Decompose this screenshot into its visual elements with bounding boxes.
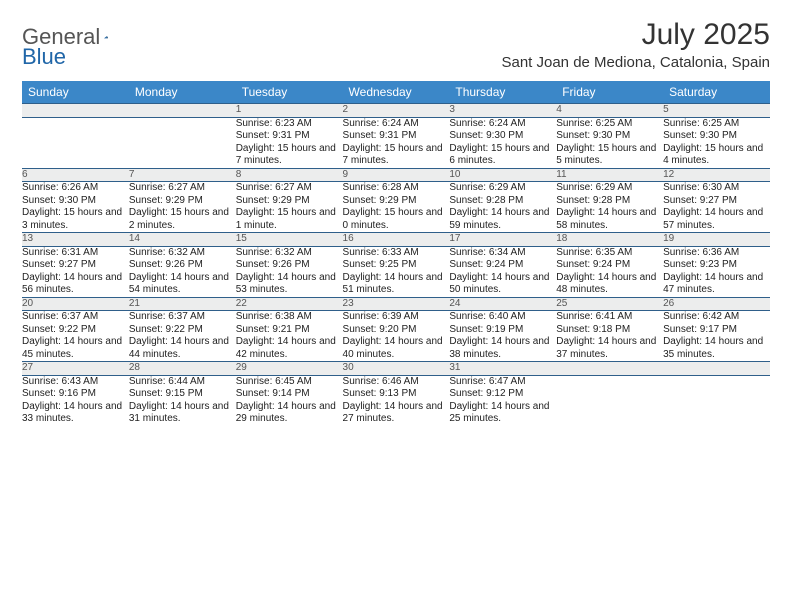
weekday-header: Saturday [663,81,770,104]
day-content-cell: Sunrise: 6:44 AMSunset: 9:15 PMDaylight:… [129,375,236,426]
header: General July 2025 Sant Joan de Mediona, … [22,18,770,71]
day-number-cell: 7 [129,168,236,182]
day-content-cell: Sunrise: 6:27 AMSunset: 9:29 PMDaylight:… [236,182,343,233]
day-content-cell: Sunrise: 6:43 AMSunset: 9:16 PMDaylight:… [22,375,129,426]
day-number-cell: 9 [343,168,450,182]
day-number-cell: 2 [343,104,450,118]
day-number-cell: 21 [129,297,236,311]
day-number-cell [556,362,663,376]
day-number-cell: 20 [22,297,129,311]
day-number-cell: 8 [236,168,343,182]
day-content-cell: Sunrise: 6:25 AMSunset: 9:30 PMDaylight:… [663,117,770,168]
day-content-cell: Sunrise: 6:31 AMSunset: 9:27 PMDaylight:… [22,246,129,297]
day-number-cell: 6 [22,168,129,182]
day-content-cell [556,375,663,426]
day-content-cell: Sunrise: 6:35 AMSunset: 9:24 PMDaylight:… [556,246,663,297]
day-number-cell [129,104,236,118]
title-block: July 2025 Sant Joan de Mediona, Cataloni… [501,18,770,71]
day-content-cell: Sunrise: 6:40 AMSunset: 9:19 PMDaylight:… [449,311,556,362]
day-number-cell: 30 [343,362,450,376]
day-number-cell: 16 [343,233,450,247]
day-content-cell: Sunrise: 6:27 AMSunset: 9:29 PMDaylight:… [129,182,236,233]
weekday-header: Monday [129,81,236,104]
day-content-cell: Sunrise: 6:33 AMSunset: 9:25 PMDaylight:… [343,246,450,297]
day-number-cell: 19 [663,233,770,247]
day-number-cell: 11 [556,168,663,182]
day-number-cell: 27 [22,362,129,376]
day-content-cell [663,375,770,426]
day-content-cell: Sunrise: 6:24 AMSunset: 9:31 PMDaylight:… [343,117,450,168]
day-content-cell: Sunrise: 6:45 AMSunset: 9:14 PMDaylight:… [236,375,343,426]
day-number-cell: 22 [236,297,343,311]
weekday-header: Thursday [449,81,556,104]
weekday-header-row: Sunday Monday Tuesday Wednesday Thursday… [22,81,770,104]
content-row: Sunrise: 6:37 AMSunset: 9:22 PMDaylight:… [22,311,770,362]
day-content-cell: Sunrise: 6:24 AMSunset: 9:30 PMDaylight:… [449,117,556,168]
logo-text-blue: Blue [22,44,66,69]
logo-triangle-icon [104,29,108,45]
daynum-row: 6789101112 [22,168,770,182]
weekday-header: Sunday [22,81,129,104]
day-content-cell [22,117,129,168]
day-content-cell: Sunrise: 6:37 AMSunset: 9:22 PMDaylight:… [129,311,236,362]
content-row: Sunrise: 6:43 AMSunset: 9:16 PMDaylight:… [22,375,770,426]
day-content-cell: Sunrise: 6:28 AMSunset: 9:29 PMDaylight:… [343,182,450,233]
location: Sant Joan de Mediona, Catalonia, Spain [501,54,770,71]
day-content-cell: Sunrise: 6:38 AMSunset: 9:21 PMDaylight:… [236,311,343,362]
day-number-cell: 3 [449,104,556,118]
day-content-cell: Sunrise: 6:34 AMSunset: 9:24 PMDaylight:… [449,246,556,297]
day-content-cell: Sunrise: 6:39 AMSunset: 9:20 PMDaylight:… [343,311,450,362]
day-content-cell: Sunrise: 6:30 AMSunset: 9:27 PMDaylight:… [663,182,770,233]
day-number-cell: 14 [129,233,236,247]
weekday-header: Wednesday [343,81,450,104]
day-content-cell: Sunrise: 6:46 AMSunset: 9:13 PMDaylight:… [343,375,450,426]
day-content-cell: Sunrise: 6:37 AMSunset: 9:22 PMDaylight:… [22,311,129,362]
content-row: Sunrise: 6:31 AMSunset: 9:27 PMDaylight:… [22,246,770,297]
day-number-cell: 12 [663,168,770,182]
weekday-header: Friday [556,81,663,104]
day-number-cell: 13 [22,233,129,247]
day-content-cell: Sunrise: 6:29 AMSunset: 9:28 PMDaylight:… [556,182,663,233]
day-content-cell: Sunrise: 6:47 AMSunset: 9:12 PMDaylight:… [449,375,556,426]
content-row: Sunrise: 6:26 AMSunset: 9:30 PMDaylight:… [22,182,770,233]
day-number-cell: 17 [449,233,556,247]
daynum-row: 20212223242526 [22,297,770,311]
daynum-row: 12345 [22,104,770,118]
content-row: Sunrise: 6:23 AMSunset: 9:31 PMDaylight:… [22,117,770,168]
day-content-cell: Sunrise: 6:25 AMSunset: 9:30 PMDaylight:… [556,117,663,168]
day-number-cell [663,362,770,376]
day-number-cell: 26 [663,297,770,311]
day-number-cell: 15 [236,233,343,247]
calendar-table: Sunday Monday Tuesday Wednesday Thursday… [22,81,770,426]
day-number-cell: 5 [663,104,770,118]
day-content-cell [129,117,236,168]
month-title: July 2025 [501,18,770,52]
day-content-cell: Sunrise: 6:36 AMSunset: 9:23 PMDaylight:… [663,246,770,297]
day-content-cell: Sunrise: 6:32 AMSunset: 9:26 PMDaylight:… [236,246,343,297]
day-number-cell: 1 [236,104,343,118]
daynum-row: 2728293031 [22,362,770,376]
calendar-body: 12345 Sunrise: 6:23 AMSunset: 9:31 PMDay… [22,104,770,426]
day-content-cell: Sunrise: 6:32 AMSunset: 9:26 PMDaylight:… [129,246,236,297]
day-number-cell: 29 [236,362,343,376]
day-number-cell: 23 [343,297,450,311]
day-number-cell: 25 [556,297,663,311]
day-number-cell: 10 [449,168,556,182]
logo-blue-wrap: Blue [22,44,66,70]
day-number-cell: 18 [556,233,663,247]
weekday-header: Tuesday [236,81,343,104]
day-number-cell [22,104,129,118]
day-content-cell: Sunrise: 6:42 AMSunset: 9:17 PMDaylight:… [663,311,770,362]
day-number-cell: 4 [556,104,663,118]
day-number-cell: 24 [449,297,556,311]
day-number-cell: 31 [449,362,556,376]
day-content-cell: Sunrise: 6:29 AMSunset: 9:28 PMDaylight:… [449,182,556,233]
daynum-row: 13141516171819 [22,233,770,247]
day-content-cell: Sunrise: 6:26 AMSunset: 9:30 PMDaylight:… [22,182,129,233]
day-number-cell: 28 [129,362,236,376]
day-content-cell: Sunrise: 6:41 AMSunset: 9:18 PMDaylight:… [556,311,663,362]
day-content-cell: Sunrise: 6:23 AMSunset: 9:31 PMDaylight:… [236,117,343,168]
